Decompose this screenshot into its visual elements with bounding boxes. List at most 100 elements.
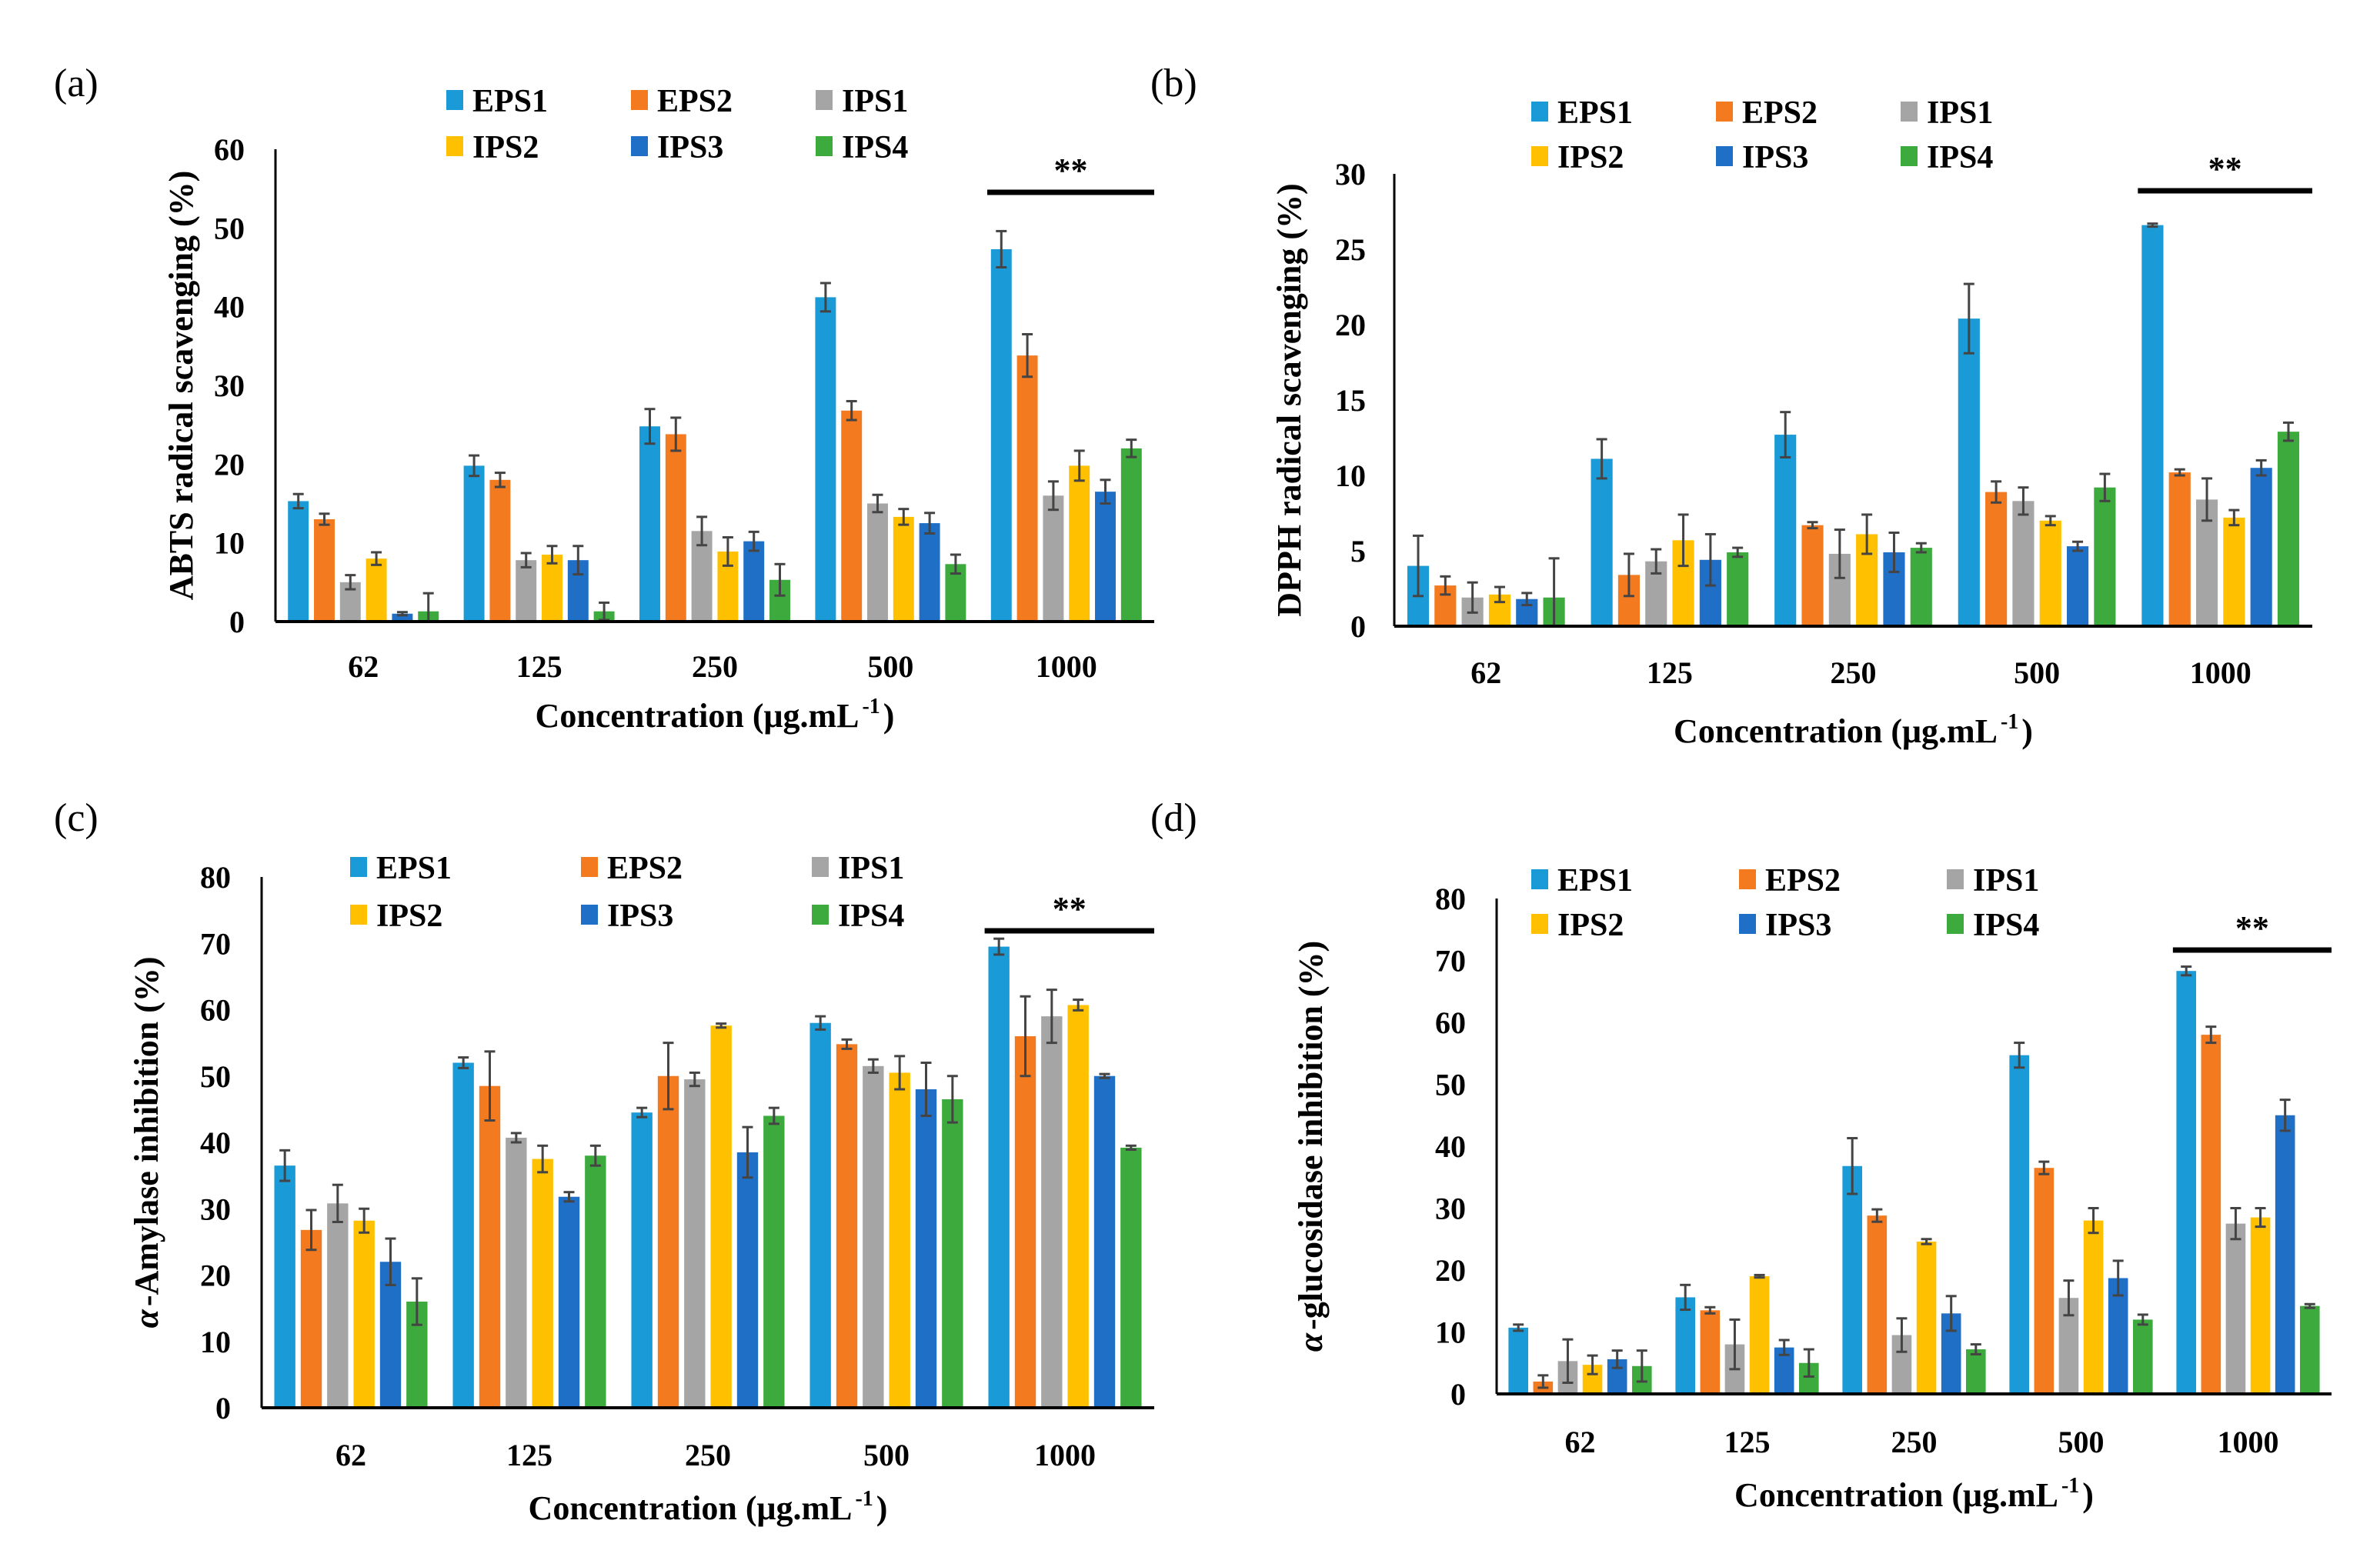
legend-label-ips3: IPS3: [607, 899, 673, 934]
y-axis-label-text: DPPH radical scavenging (%): [1270, 183, 1308, 616]
bar-eps1-500: [815, 297, 836, 622]
legend-swatch-ips1: [1947, 869, 1964, 889]
legend-swatch-ips1: [1901, 102, 1918, 122]
bar-ips2-62: [353, 1220, 375, 1408]
bar-eps2-62: [314, 518, 335, 622]
significance-stars: **: [1054, 152, 1088, 189]
y-tick-label: 30: [200, 1192, 231, 1226]
bar-eps1-62: [288, 501, 309, 622]
x-axis-label: Concentration (μg.mL -1): [536, 695, 895, 735]
legend-label-eps2: EPS2: [657, 84, 733, 119]
bar-ips2-250: [710, 1025, 732, 1408]
bar-ips2-125: [532, 1159, 553, 1408]
y-tick-label: 20: [200, 1259, 231, 1293]
y-tick-label: 20: [1335, 308, 1366, 342]
legend-swatch-eps1: [1531, 869, 1548, 889]
bar-ips4-1000: [1120, 1147, 1142, 1408]
legend-label-eps1: EPS1: [376, 851, 452, 886]
bar-ips1-1000: [1043, 495, 1064, 622]
legend-label-ips3: IPS3: [1742, 140, 1808, 175]
legend-swatch-eps1: [1531, 102, 1548, 122]
y-tick-label: 10: [1435, 1315, 1466, 1350]
bar-eps2-1000: [2168, 472, 2191, 626]
y-tick-label: 40: [200, 1125, 231, 1160]
legend-label-ips2: IPS2: [1557, 140, 1624, 175]
bar-ips3-500: [915, 1089, 937, 1408]
legend-swatch-ips2: [350, 905, 367, 925]
x-tick-label: 1000: [2218, 1425, 2279, 1459]
x-axis-label-end: ): [2021, 712, 2033, 750]
y-tick-label: 0: [229, 605, 245, 639]
x-tick-label: 1000: [1036, 649, 1097, 684]
x-axis-label-end: ): [2082, 1476, 2094, 1514]
legend-label-ips1: IPS1: [842, 84, 908, 119]
legend-swatch-ips2: [446, 136, 463, 156]
legend-label-ips4: IPS4: [1927, 140, 1993, 175]
bar-eps2-62: [300, 1229, 322, 1408]
legend-label-ips2: IPS2: [1557, 908, 1624, 943]
bar-ips3-1000: [1095, 492, 1116, 622]
bar-ips1-500: [863, 1065, 884, 1408]
bar-ips2-500: [2083, 1220, 2104, 1394]
bar-eps1-500: [809, 1022, 831, 1408]
bar-ips4-500: [942, 1099, 963, 1408]
y-tick-label: 40: [214, 290, 245, 325]
y-tick-label: 0: [215, 1391, 231, 1425]
bar-ips1-500: [2012, 501, 2035, 626]
panel-a: (a) 0 10 20 30 40 50 60 ABTS radical scavenging …: [54, 62, 1154, 735]
bar-eps2-250: [1867, 1215, 1888, 1394]
legend-swatch-ips3: [581, 905, 598, 925]
legend-label-ips3: IPS3: [657, 130, 723, 165]
legend-swatch-ips3: [1739, 914, 1756, 934]
x-tick-label: 500: [2014, 655, 2060, 690]
bar-ips2-1000: [2223, 517, 2245, 626]
legend-swatch-ips4: [812, 905, 829, 925]
legend-label-eps2: EPS2: [607, 851, 683, 886]
y-tick-label: 10: [214, 526, 245, 561]
legend-swatch-eps2: [1716, 102, 1733, 122]
bar-eps1-1000: [990, 248, 1012, 622]
panel-label: (b): [1150, 62, 1197, 105]
x-tick-label: 500: [867, 649, 913, 684]
y-tick-label: 80: [1435, 882, 1466, 916]
x-axis-label: Concentration (μg.mL -1): [1674, 710, 2033, 750]
x-tick-label: 500: [2058, 1425, 2105, 1459]
bar-eps2-250: [1801, 525, 1824, 626]
bar-eps2-1000: [2201, 1035, 2221, 1394]
legend-swatch-eps2: [631, 90, 648, 110]
x-tick-label: 1000: [2190, 655, 2251, 690]
y-axis-label: α -Amylase inhibition (%): [128, 956, 165, 1328]
panel-d: (d) 0 10 20 30 40 50 60 70 80 α-glucosidase inhibi…: [1150, 796, 2332, 1514]
y-tick-label: 30: [214, 368, 245, 403]
x-tick-label: 125: [1647, 655, 1693, 690]
bar-ips1-125: [516, 560, 537, 622]
bar-eps1-62: [1508, 1327, 1529, 1394]
panel-label: (d): [1150, 796, 1197, 840]
bar-eps2-250: [665, 434, 686, 622]
bar-ips2-1000: [1067, 1005, 1089, 1408]
legend-swatch-ips1: [812, 857, 829, 877]
legend-swatch-ips3: [1716, 146, 1733, 166]
y-tick-label: 40: [1435, 1129, 1466, 1164]
bar-ips2-1000: [1069, 465, 1090, 622]
bar-ips4-125: [585, 1155, 606, 1408]
legend-label-ips2: IPS2: [472, 130, 539, 165]
bar-eps1-125: [1675, 1297, 1696, 1394]
y-tick-label: 10: [1335, 458, 1366, 493]
bar-ips1-62: [327, 1203, 349, 1408]
y-tick-label: 70: [1435, 944, 1466, 979]
bar-ips2-1000: [2250, 1217, 2271, 1394]
y-tick-label: 50: [1435, 1068, 1466, 1102]
bar-eps2-125: [489, 479, 511, 622]
y-axis-label: α-glucosidase inhibition (%): [1292, 941, 1330, 1352]
y-axis-label-greek: α: [128, 1309, 165, 1329]
bar-eps2-1000: [1014, 1036, 1036, 1408]
x-axis-label-text: Concentration (μg.mL: [1734, 1476, 2058, 1514]
bar-eps2-500: [1985, 492, 2008, 626]
x-axis-label: Concentration (μg.mL -1): [529, 1487, 888, 1527]
bar-ips4-250: [763, 1115, 785, 1408]
significance-stars: **: [2235, 909, 2269, 947]
bar-ips4-1000: [2277, 432, 2300, 626]
legend-swatch-ips3: [631, 136, 648, 156]
